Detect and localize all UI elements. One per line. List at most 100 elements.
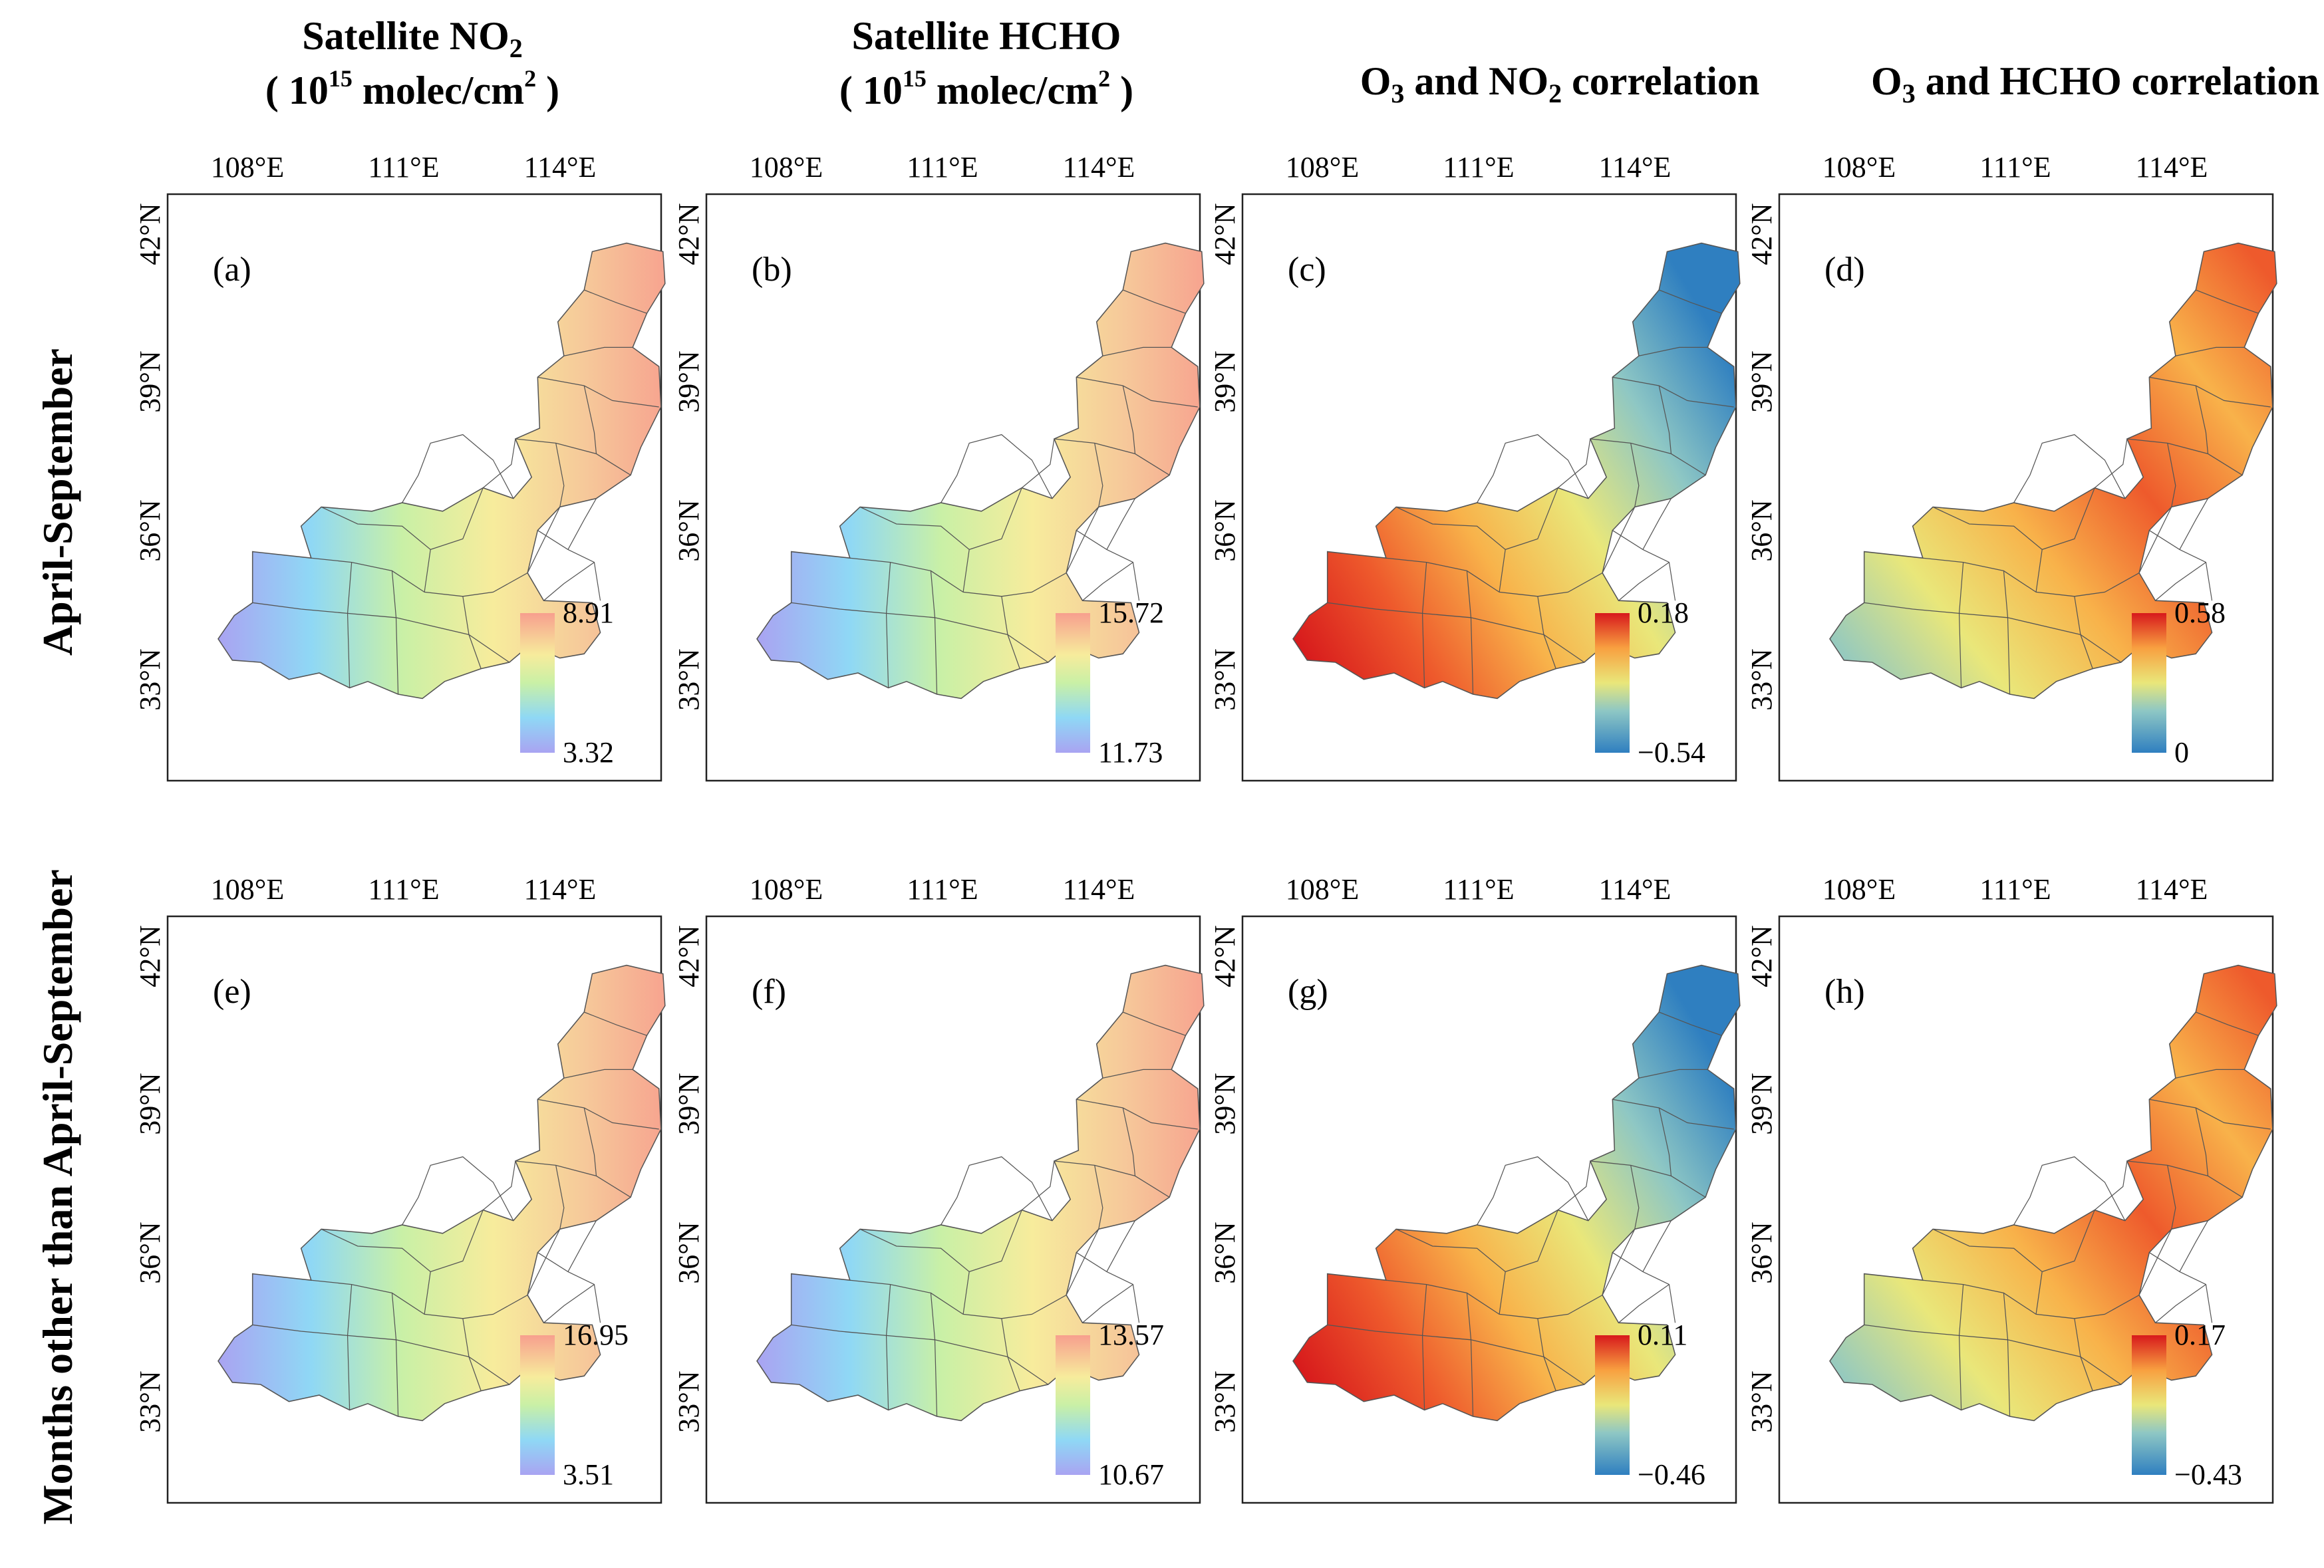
colorbar-max-label: 13.57 <box>1098 1319 1164 1351</box>
region-fill <box>756 242 1205 700</box>
county-border <box>1505 487 1558 551</box>
county-border <box>1590 438 1706 475</box>
county-border <box>2179 498 2209 550</box>
county-border <box>1590 1160 1706 1198</box>
x-tick-label: 114°E <box>524 151 597 184</box>
panel-label: (a) <box>213 251 251 289</box>
panel-g: 108°E 111°E 114°E 42°N 39°N 36°N 33°N (g) 0.11 −0… <box>1209 873 1741 1504</box>
y-tick-label: 36°N <box>1745 499 1778 561</box>
x-tick-label: 108°E <box>1286 151 1359 184</box>
panel-label: (e) <box>213 973 251 1011</box>
county-border <box>2195 385 2209 454</box>
county-border <box>1630 1165 1640 1230</box>
county-border <box>2155 1284 2206 1323</box>
county-border <box>1123 289 1186 314</box>
county-border <box>1638 346 1708 356</box>
x-tick-label: 111°E <box>1443 873 1514 906</box>
county-border <box>321 1228 431 1315</box>
x-tick-label: 111°E <box>368 873 439 906</box>
y-tick-label: 36°N <box>1209 1222 1241 1283</box>
county-border <box>791 1324 1049 1385</box>
y-tick-label: 42°N <box>672 203 705 265</box>
panel-c: 108°E 111°E 114°E 42°N 39°N 36°N 33°N (c) 0.18 −0… <box>1209 151 1741 782</box>
panel-a: 108°E 111°E 114°E 42°N 39°N 36°N 33°N (a) 8.91 3.… <box>134 151 666 782</box>
y-tick-label: 39°N <box>1209 1073 1241 1134</box>
x-tick-label: 114°E <box>1063 873 1135 906</box>
x-tick-label: 114°E <box>524 873 597 906</box>
y-tick-label: 36°N <box>1745 1222 1778 1283</box>
y-tick-label: 39°N <box>134 350 166 412</box>
panel-label: (d) <box>1824 251 1865 289</box>
county-border <box>537 1099 659 1130</box>
county-border <box>859 1228 970 1315</box>
county-border <box>1395 506 1506 592</box>
county-border <box>1630 443 1640 507</box>
colorbar <box>2132 613 2166 753</box>
y-tick-label: 33°N <box>1209 1371 1241 1432</box>
y-tick-label: 33°N <box>134 648 166 710</box>
colorbar-max-label: 0.17 <box>2174 1319 2226 1351</box>
region-map <box>756 964 1205 1422</box>
county-border <box>515 438 631 475</box>
county-border <box>1122 385 1136 454</box>
county-border <box>859 506 970 592</box>
county-border <box>1932 506 2043 592</box>
county-border <box>2175 1069 2245 1079</box>
colorbar-min-label: −0.43 <box>2174 1458 2242 1491</box>
panel-h: 108°E 111°E 114°E 42°N 39°N 36°N 33°N (h) 0.17 −0… <box>1745 873 2277 1504</box>
colorbar <box>1595 613 1630 753</box>
svg-text:O3 and HCHO correlation: O3 and HCHO correlation <box>1871 59 2319 108</box>
panels-group: 108°E 111°E 114°E 42°N 39°N 36°N 33°N (a) 8.91 3.… <box>134 151 2277 1504</box>
y-tick-label: 33°N <box>1745 1371 1778 1432</box>
county-border <box>1021 1160 1055 1211</box>
colorbar-max-label: 8.91 <box>563 596 614 629</box>
colorbar <box>520 1335 555 1475</box>
colorbar-min-label: 3.51 <box>563 1458 614 1491</box>
county-border <box>1123 1011 1186 1036</box>
county-border <box>1659 289 1722 314</box>
county-border <box>543 1284 595 1323</box>
colorbar <box>1056 613 1090 753</box>
y-tick-label: 33°N <box>1745 648 1778 710</box>
county-border <box>583 385 597 454</box>
county-border <box>583 1107 597 1176</box>
county-border <box>430 1210 484 1273</box>
county-border <box>527 507 561 573</box>
y-tick-label: 39°N <box>134 1073 166 1134</box>
county-border <box>1395 1228 1506 1315</box>
x-tick-label: 108°E <box>211 151 284 184</box>
colorbar <box>2132 1335 2166 1475</box>
panel-f: 108°E 111°E 114°E 42°N 39°N 36°N 33°N (f) 13.57 1… <box>672 873 1205 1504</box>
county-border <box>1094 1165 1103 1230</box>
y-tick-label: 33°N <box>672 1371 705 1432</box>
svg-text:Satellite NO2: Satellite NO2 <box>302 14 523 63</box>
panel-label: (h) <box>1824 973 1865 1011</box>
x-tick-label: 114°E <box>1599 873 1671 906</box>
county-border <box>1642 498 1672 550</box>
county-border <box>537 1252 601 1323</box>
x-tick-label: 111°E <box>1443 151 1514 184</box>
y-tick-label: 39°N <box>1745 350 1778 412</box>
county-border <box>1106 498 1136 550</box>
x-tick-label: 114°E <box>1599 151 1671 184</box>
colorbar-max-label: 0.58 <box>2174 596 2226 629</box>
county-border <box>321 506 431 592</box>
county-border <box>1076 1252 1140 1323</box>
county-border <box>1054 438 1170 475</box>
county-border <box>1618 1284 1670 1323</box>
region-map <box>1829 964 2277 1422</box>
colorbar-max-label: 15.72 <box>1098 596 1164 629</box>
county-border <box>849 1279 1067 1319</box>
county-border <box>1638 1069 1708 1079</box>
svg-text:( 1015 molec/cm2 ): ( 1015 molec/cm2 ) <box>265 65 559 112</box>
county-border <box>2094 438 2128 489</box>
county-border <box>1066 507 1099 573</box>
y-tick-label: 39°N <box>1209 350 1241 412</box>
colorbar-max-label: 16.95 <box>563 1319 629 1351</box>
county-border <box>1082 1284 1133 1323</box>
county-border <box>2042 1210 2095 1273</box>
county-border <box>2126 438 2243 475</box>
county-border <box>527 1229 561 1295</box>
county-border <box>2149 530 2213 601</box>
